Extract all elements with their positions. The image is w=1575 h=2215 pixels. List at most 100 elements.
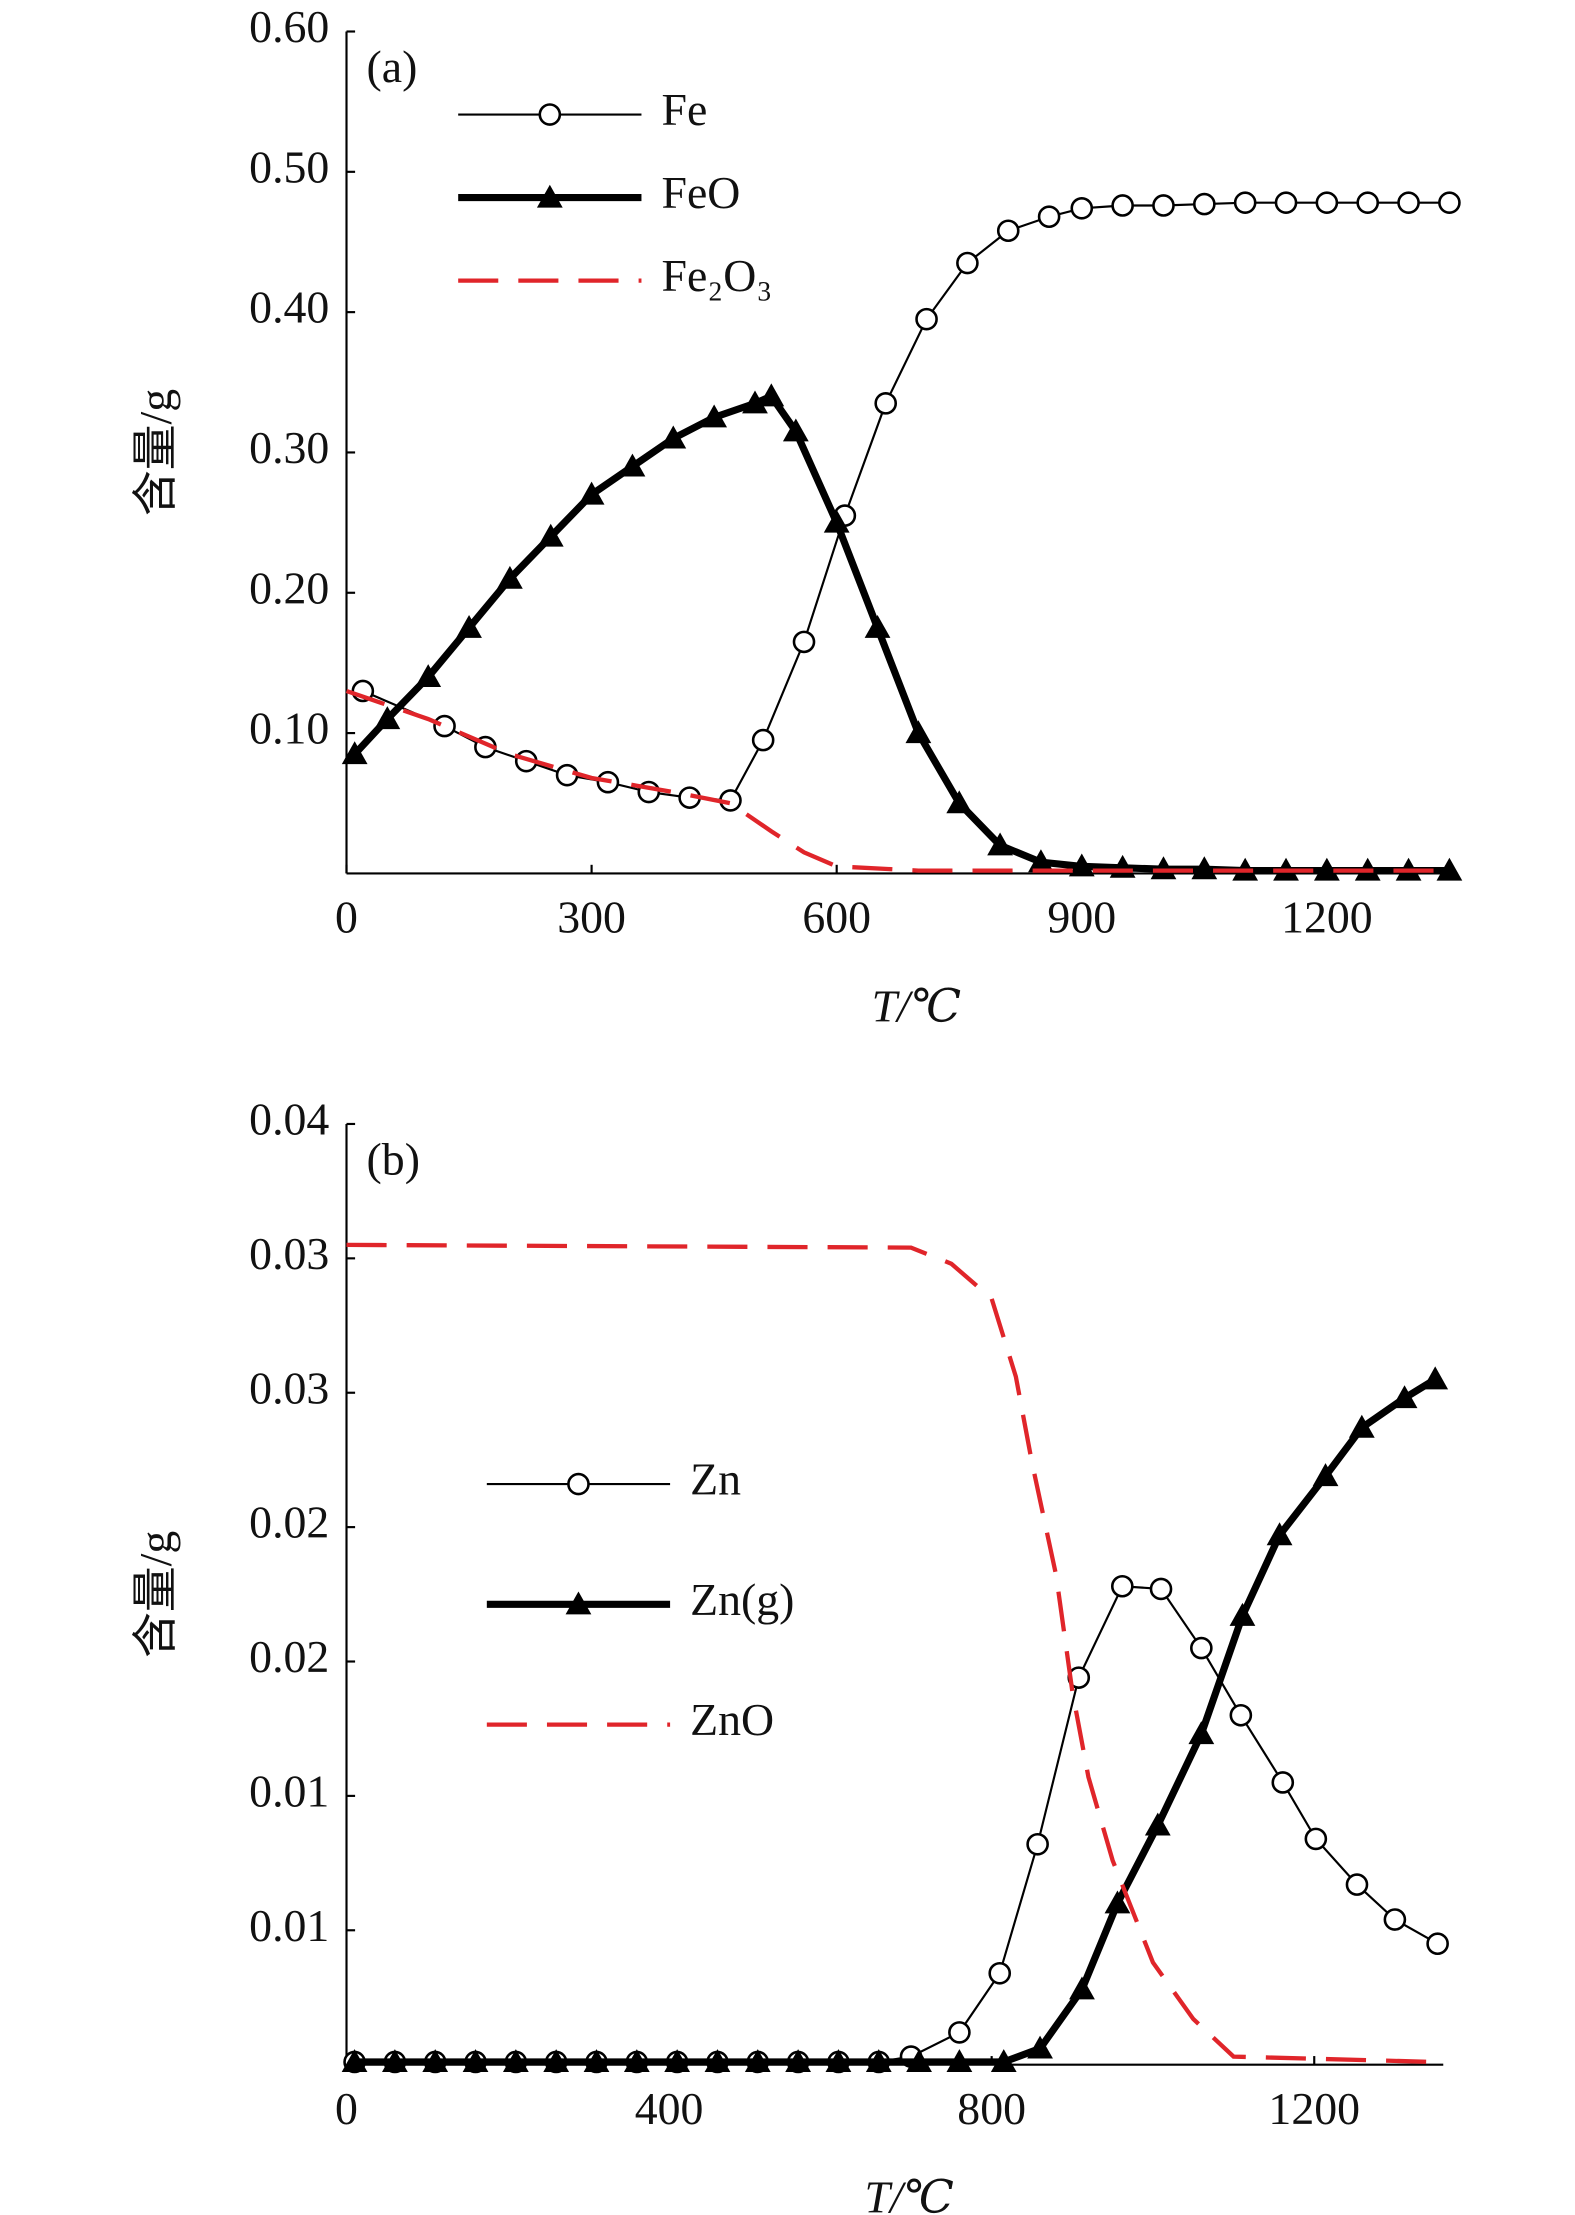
marker (433, 714, 456, 738)
marker (1356, 191, 1380, 214)
marker (1229, 1602, 1256, 1626)
y-tick-label: 0.20 (249, 562, 329, 613)
y-axis-label: 含量/g (130, 389, 181, 516)
marker (497, 565, 523, 589)
x-tick-label: 1200 (1281, 892, 1373, 943)
legend-label: ZnO (690, 1694, 774, 1745)
marker (742, 390, 768, 414)
legend-label: Zn (690, 1454, 741, 1505)
marker (382, 2049, 408, 2072)
y-tick-label: 0.01 (249, 1900, 329, 1951)
panel-label: (a) (367, 41, 418, 92)
panel-label: (b) (367, 1134, 420, 1185)
series-line (354, 1376, 1438, 2066)
marker (1315, 191, 1339, 214)
marker (1191, 856, 1218, 880)
marker (1111, 194, 1134, 217)
legend-marker (536, 184, 563, 208)
marker (1313, 857, 1340, 881)
y-axis-label: 含量/g (130, 1531, 181, 1658)
marker (956, 251, 979, 275)
legend-marker (567, 1472, 590, 1496)
marker (341, 2049, 368, 2072)
marker (751, 728, 775, 752)
marker (1149, 1577, 1173, 1601)
marker (1150, 856, 1177, 880)
x-tick-label: 300 (557, 892, 626, 943)
marker (1037, 205, 1061, 229)
marker (555, 763, 579, 787)
marker (1068, 853, 1095, 877)
marker (1070, 196, 1094, 220)
marker (1274, 191, 1298, 214)
y-tick-label: 0.30 (249, 422, 329, 473)
y-tick-label: 0.10 (249, 703, 329, 754)
legend-label: Fe (662, 84, 708, 135)
marker (948, 2021, 971, 2044)
marker (1110, 1574, 1134, 1598)
marker (946, 2049, 973, 2072)
series-line (352, 391, 1450, 875)
marker (619, 453, 646, 477)
marker (704, 2049, 731, 2072)
marker (825, 2049, 852, 2072)
marker (823, 509, 850, 533)
marker (1026, 1832, 1049, 1856)
marker (543, 2049, 570, 2072)
marker (502, 2049, 529, 2072)
x-tick-label: 400 (635, 2083, 704, 2134)
y-tick-label: 0.50 (249, 141, 329, 192)
marker (1144, 1812, 1171, 1836)
series-line (345, 688, 1450, 873)
x-tick-label: 600 (802, 892, 871, 943)
marker (792, 630, 816, 654)
marker (578, 481, 605, 505)
marker (1312, 1463, 1339, 1487)
marker (988, 1961, 1012, 1985)
x-axis-label: T/℃ (872, 980, 961, 1031)
marker (758, 383, 785, 407)
marker (664, 2049, 691, 2072)
marker (462, 2049, 489, 2072)
marker (1104, 1890, 1131, 1914)
y-tick-label: 0.04 (249, 1093, 329, 1144)
series-line (346, 1242, 1436, 2065)
marker (1436, 857, 1463, 881)
y-tick-label: 0.03 (249, 1362, 329, 1413)
marker (996, 219, 1020, 243)
marker (422, 2049, 449, 2072)
marker (990, 2049, 1017, 2072)
marker (1271, 1771, 1295, 1794)
marker (1266, 1522, 1293, 1546)
marker (1383, 1908, 1407, 1931)
marker (1229, 1703, 1253, 1727)
series-line (354, 1585, 1439, 2064)
marker (1426, 1932, 1449, 1956)
marker (623, 2049, 650, 2072)
marker (1190, 1636, 1213, 1660)
x-tick-label: 0 (335, 2083, 358, 2134)
marker (906, 2049, 932, 2072)
marker (701, 404, 728, 428)
marker (1152, 194, 1175, 217)
x-axis-label: T/℃ (864, 2172, 953, 2215)
marker (537, 523, 564, 547)
y-tick-label: 0.40 (249, 282, 329, 333)
y-tick-label: 0.03 (249, 1228, 329, 1279)
marker (1348, 1414, 1375, 1438)
x-tick-label: 800 (957, 2083, 1026, 2134)
legend-label: Zn(g) (690, 1574, 794, 1625)
marker (1028, 849, 1054, 873)
marker (744, 2049, 771, 2072)
legend-label: FeO (662, 167, 741, 218)
marker (782, 418, 809, 442)
marker (905, 720, 932, 744)
marker (874, 392, 898, 415)
marker (1422, 1366, 1449, 1390)
marker (1233, 191, 1257, 214)
x-tick-label: 0 (335, 892, 358, 943)
marker (583, 2049, 610, 2072)
marker (785, 2049, 811, 2072)
y-tick-label: 0.02 (249, 1631, 329, 1682)
marker (341, 741, 368, 765)
